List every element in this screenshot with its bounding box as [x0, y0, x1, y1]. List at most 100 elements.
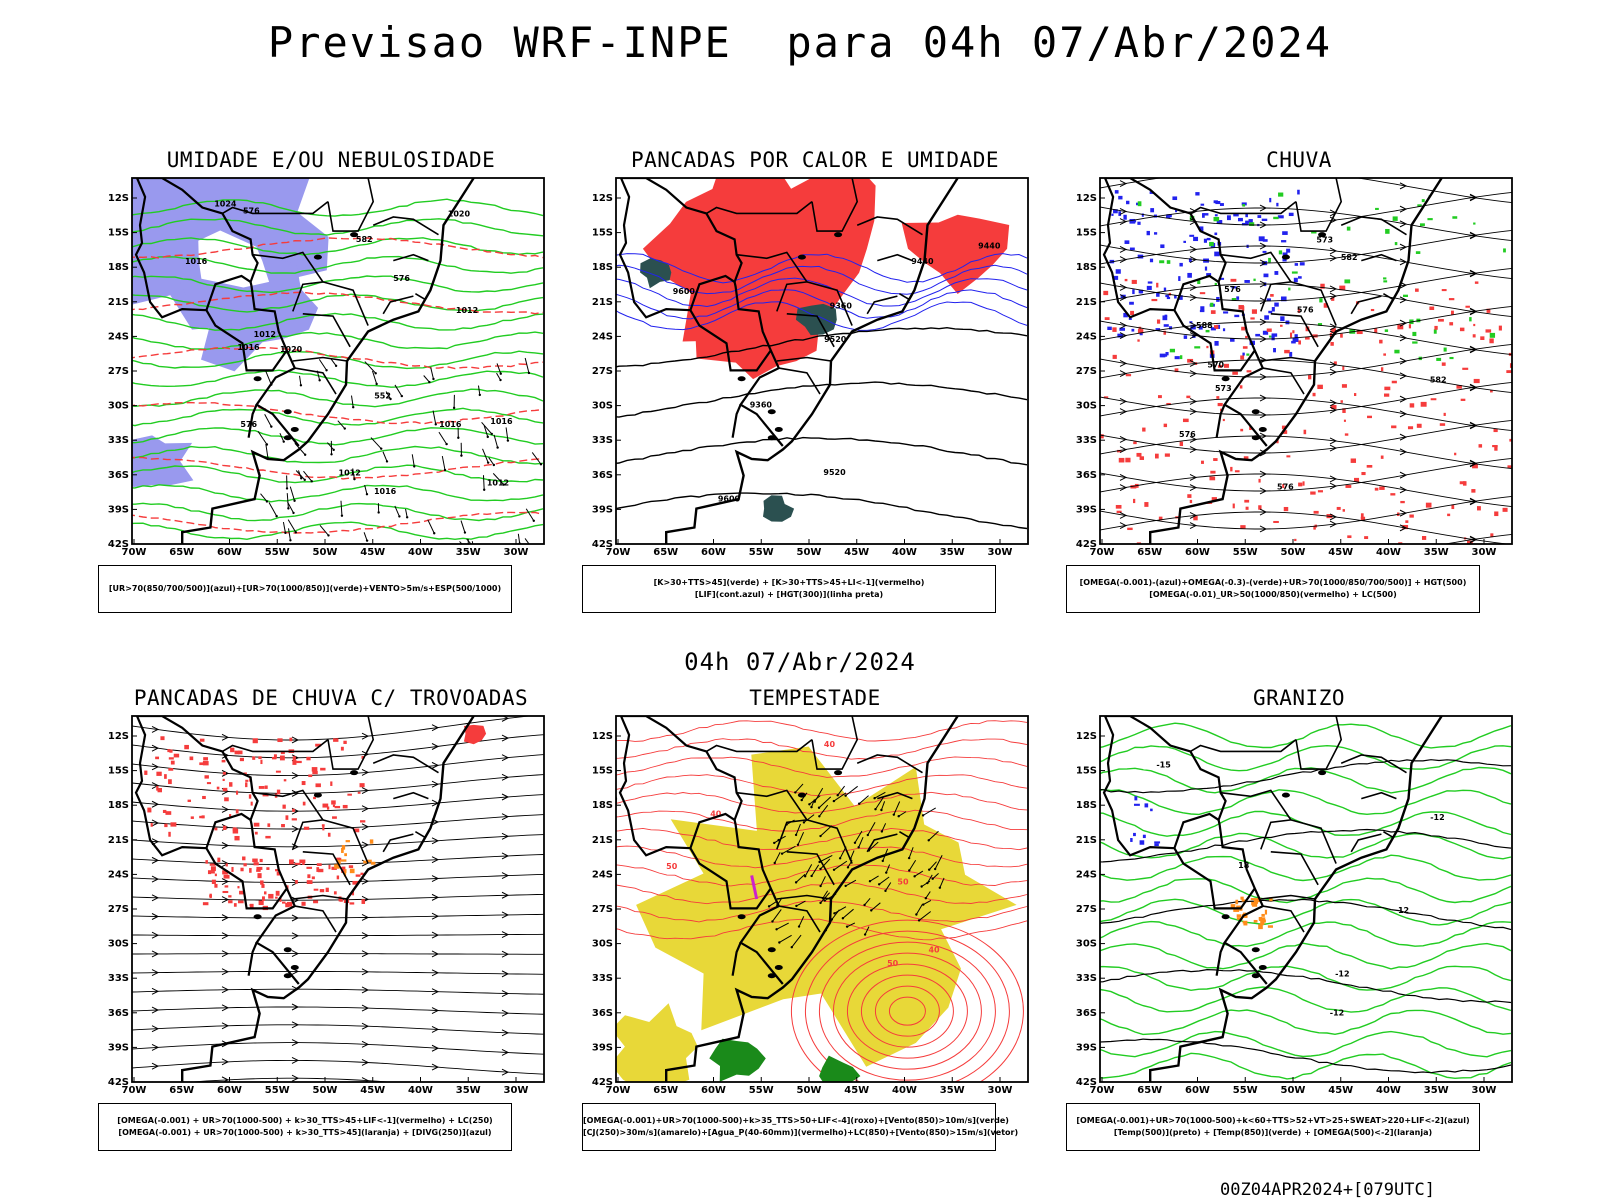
map-granizo: -12-12-1212-151812S15S18S21S24S27S30S33S…: [1076, 715, 1513, 1096]
vector-head: [817, 806, 821, 809]
wind-vector: [885, 864, 891, 873]
omega-orange-speck: [1252, 902, 1258, 907]
legend-line: [LIF](cont.azul) + [HGT(300)](linha pret…: [694, 590, 884, 599]
rain-red-speck: [1409, 403, 1415, 408]
omega-blue-speck: [1257, 215, 1262, 218]
flow-arrow: [1399, 319, 1408, 327]
vector-head: [838, 857, 842, 860]
flow-arrow: [1259, 394, 1268, 402]
omega-green-speck: [1427, 218, 1433, 221]
thunderstorm-red-speck: [214, 883, 218, 888]
water-contour: [616, 720, 1028, 742]
rain-red-speck: [1240, 428, 1244, 432]
omega-blue-speck: [1147, 281, 1153, 284]
thunderstorm-red-speck: [147, 807, 152, 813]
lake-shape: [1221, 376, 1230, 382]
wind-vector: [818, 796, 832, 809]
vector-head: [802, 821, 806, 824]
lon-label: 50W: [1281, 547, 1306, 558]
flow-arrow: [1259, 525, 1268, 533]
lake-shape: [283, 409, 292, 415]
lon-label: 40W: [1376, 547, 1401, 558]
thunderstorm-red-speck: [276, 871, 281, 876]
rain-red-speck: [1116, 449, 1122, 453]
rain-red-speck: [1144, 502, 1149, 507]
flow-arrow: [431, 724, 440, 732]
wind-vector: [363, 532, 368, 541]
state-border: [811, 716, 859, 770]
wind-vector: [438, 431, 448, 445]
omega-green-speck: [1214, 282, 1217, 286]
thunderstorm-red-speck: [258, 756, 262, 760]
omega-blue-speck: [1237, 217, 1243, 222]
rain-red-speck: [1270, 294, 1274, 297]
map-pancadas-calor: 9600960095209520944094409360936012S15S18…: [592, 177, 1029, 558]
wind-vector: [350, 395, 354, 408]
lon-label: 55W: [265, 1085, 290, 1096]
omega-blue-speck: [1297, 189, 1300, 195]
state-border: [806, 281, 853, 326]
flow-arrow: [1469, 193, 1478, 201]
omega-blue-speck: [1162, 315, 1168, 321]
flow-arrow: [1469, 421, 1478, 429]
omega-green-speck: [1249, 222, 1255, 226]
flow-arrow: [431, 950, 440, 958]
thunderstorm-red-speck: [228, 895, 232, 898]
flow-arrow: [1119, 218, 1128, 226]
country-border: [137, 178, 300, 447]
flow-arrow: [221, 878, 230, 886]
omega-blue-speck: [1195, 192, 1200, 196]
rain-red-speck: [1320, 283, 1325, 289]
thunderstorm-red-speck: [245, 779, 249, 782]
wind-vector: [394, 505, 400, 517]
wind850-green-area: [819, 1055, 861, 1082]
rain-red-speck: [1280, 324, 1283, 327]
wind-vector: [531, 452, 542, 465]
vector-head: [857, 802, 861, 805]
wind-vector: [928, 830, 939, 841]
thunderstorm-red-speck: [342, 804, 348, 809]
lat-label: 27S: [1076, 366, 1097, 377]
vector-head: [819, 867, 822, 871]
thunderstorm-red-speck: [258, 900, 264, 906]
lat-label: 18S: [1076, 800, 1097, 811]
state-border: [382, 295, 414, 315]
thunderstorm-red-speck: [343, 740, 347, 744]
wind-vector: [795, 823, 801, 836]
state-border: [292, 356, 348, 362]
storm-purple-area: [750, 875, 759, 900]
thunderstorm-red-speck: [261, 884, 265, 888]
lon-label: 35W: [940, 547, 965, 558]
contour-label: -15: [1156, 761, 1171, 770]
rain-red-speck: [1217, 402, 1223, 407]
flow-arrow: [1189, 294, 1198, 302]
lake-shape: [253, 914, 262, 920]
run-timestamp: 00Z04APR2024+[079UTC]: [1220, 1180, 1435, 1200]
omega-blue-speck: [1245, 214, 1248, 218]
thunderstorm-red-speck: [321, 824, 325, 827]
wind-vector: [441, 455, 446, 471]
thunderstorm-red-speck: [256, 866, 263, 870]
wind-vector: [287, 519, 297, 533]
contour-label: 582: [356, 235, 373, 244]
vector-head: [797, 925, 801, 928]
vector-head: [873, 797, 876, 800]
wind-vector: [893, 801, 901, 815]
lc850-contour: [818, 941, 996, 1081]
thunderstorm-red-speck: [205, 860, 208, 864]
lon-label: 55W: [1233, 1085, 1258, 1096]
flow-arrow: [291, 789, 300, 797]
contour-label: 50: [897, 878, 909, 887]
thunderstorm-red-speck: [156, 785, 159, 791]
lat-label: 33S: [1076, 973, 1097, 984]
state-border: [1189, 738, 1297, 753]
map-chuva: 58858257657657657657057357358212S15S18S2…: [1076, 177, 1513, 558]
thunderstorm-red-speck: [256, 869, 261, 872]
rain-red-speck: [1142, 427, 1146, 432]
temp500-contour: [1100, 1038, 1512, 1074]
omega-orange-speck: [1260, 920, 1265, 925]
rain-red-speck: [1232, 503, 1235, 509]
flow-arrow: [151, 1062, 160, 1070]
streamline: [1100, 473, 1512, 508]
